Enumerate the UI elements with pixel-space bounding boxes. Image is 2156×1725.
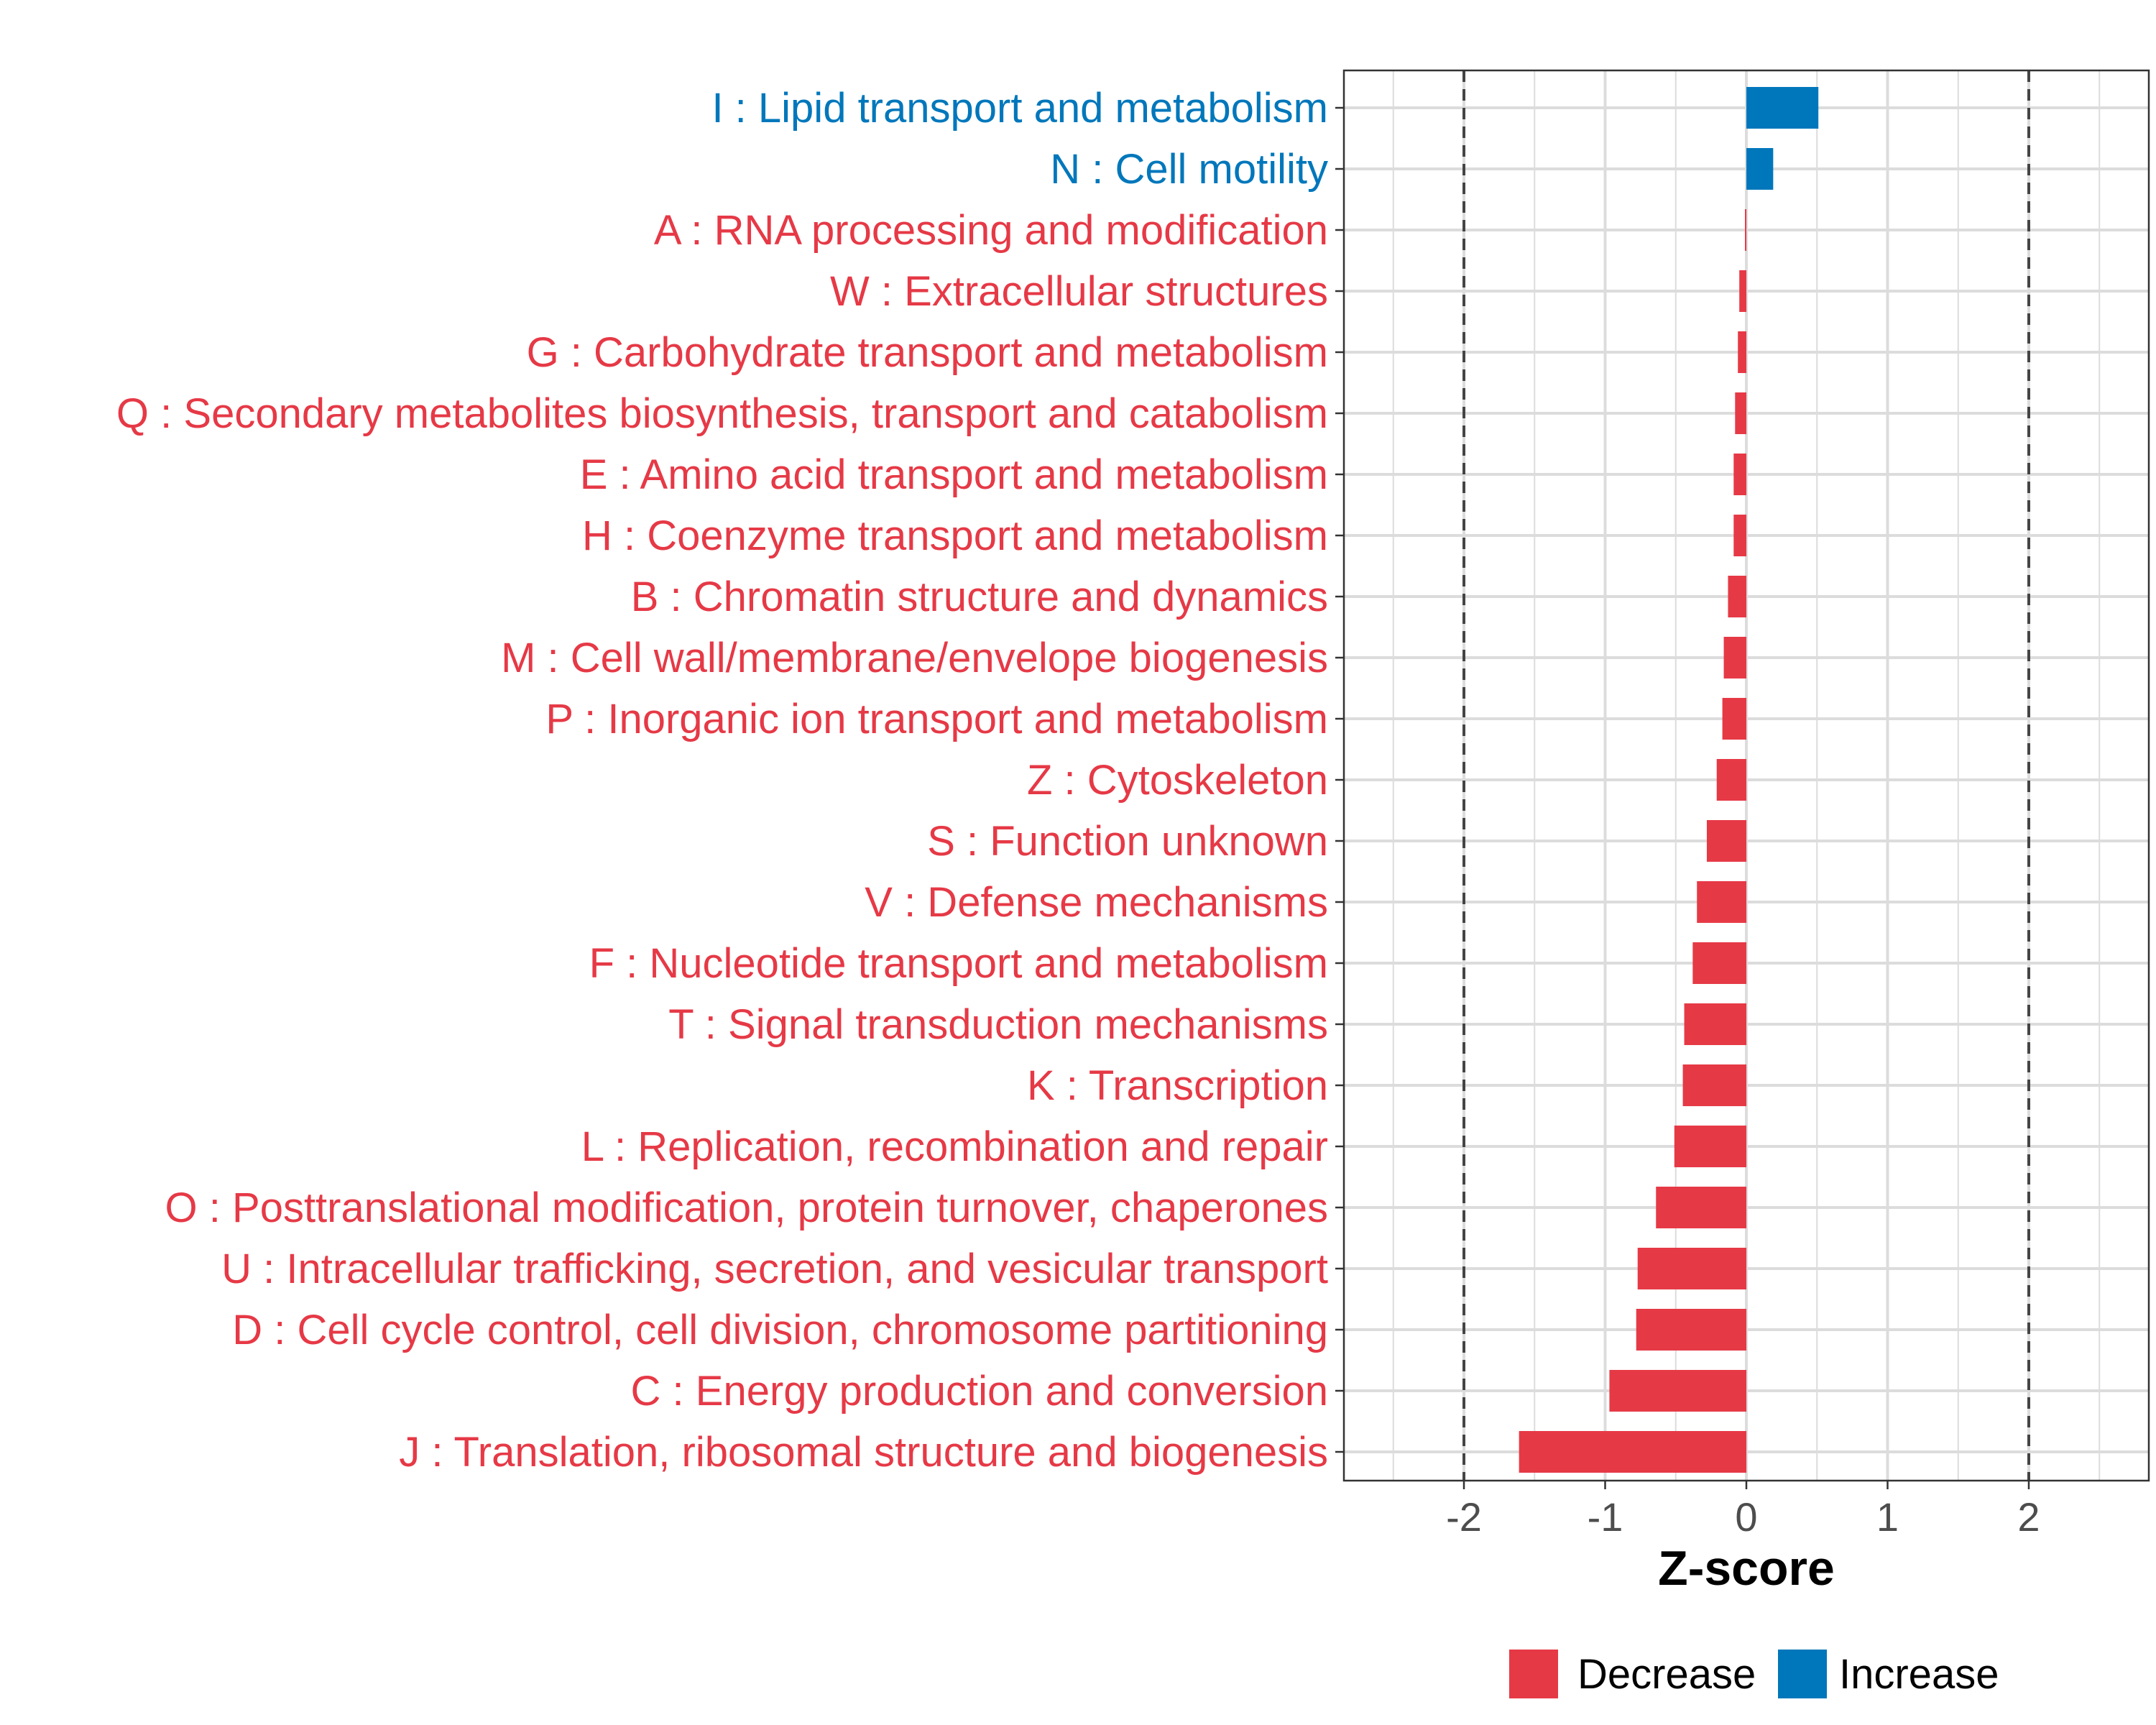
bar: [1519, 1431, 1746, 1473]
legend: Decrease Increase: [1509, 1650, 1999, 1698]
legend-key-increase: [1778, 1650, 1827, 1698]
bar: [1674, 1126, 1746, 1167]
legend-label-increase: Increase: [1839, 1651, 1999, 1698]
category-label: L : Replication, recombination and repai…: [581, 1123, 1328, 1170]
bar: [1637, 1248, 1746, 1289]
x-axis: -2 -1 0 1 2: [1446, 1481, 2040, 1540]
bar: [1636, 1309, 1746, 1351]
category-label: U : Intracellular trafficking, secretion…: [221, 1246, 1328, 1292]
x-tick-label: 2: [2017, 1494, 2040, 1540]
category-label: A : RNA processing and modification: [654, 207, 1328, 254]
category-label: K : Transcription: [1027, 1062, 1328, 1109]
category-label: F : Nucleotide transport and metabolism: [589, 940, 1328, 987]
bar: [1728, 576, 1746, 617]
category-label: W : Extracellular structures: [830, 268, 1328, 315]
category-label: P : Inorganic ion transport and metaboli…: [545, 696, 1328, 742]
x-tick-label: -1: [1588, 1494, 1623, 1540]
bar: [1746, 87, 1819, 129]
bar: [1692, 942, 1746, 984]
reference-lines: [1462, 70, 2030, 1481]
category-label: G : Carbohydrate transport and metabolis…: [527, 329, 1328, 376]
bar: [1609, 1370, 1746, 1412]
category-label: C : Energy production and conversion: [631, 1368, 1328, 1414]
legend-label-decrease: Decrease: [1577, 1651, 1756, 1698]
bar: [1722, 698, 1746, 740]
category-label: H : Coenzyme transport and metabolism: [582, 512, 1328, 559]
category-label: I : Lipid transport and metabolism: [711, 85, 1328, 132]
bar: [1723, 637, 1746, 678]
category-label: T : Signal transduction mechanisms: [668, 1001, 1328, 1048]
bar: [1745, 209, 1746, 251]
category-label: Z : Cytoskeleton: [1027, 757, 1328, 804]
category-label: O : Posttranslational modification, prot…: [165, 1184, 1328, 1231]
category-label: E : Amino acid transport and metabolism: [580, 451, 1328, 498]
legend-key-decrease: [1509, 1650, 1558, 1698]
bar: [1697, 881, 1746, 923]
bar: [1682, 1064, 1746, 1106]
bar: [1656, 1187, 1746, 1228]
x-tick-label: 0: [1735, 1494, 1757, 1540]
category-label: V : Defense mechanisms: [865, 879, 1328, 926]
bar: [1735, 392, 1746, 434]
bar: [1706, 820, 1746, 862]
bar: [1746, 148, 1774, 190]
bar: [1739, 270, 1746, 312]
category-label: J : Translation, ribosomal structure and…: [399, 1429, 1328, 1476]
bar: [1733, 515, 1746, 556]
bar: [1738, 331, 1746, 373]
y-axis: I : Lipid transport and metabolism N : Ce…: [116, 85, 1344, 1476]
category-label: S : Function unknown: [927, 818, 1328, 865]
bar-layer: [1519, 87, 1819, 1473]
category-label: B : Chromatin structure and dynamics: [631, 574, 1328, 620]
x-tick-label: 1: [1876, 1494, 1899, 1540]
category-label: Q : Secondary metabolites biosynthesis, …: [116, 390, 1328, 437]
x-tick-label: -2: [1446, 1494, 1482, 1540]
category-label: D : Cell cycle control, cell division, c…: [232, 1307, 1328, 1353]
category-label: N : Cell motility: [1050, 146, 1328, 193]
bar: [1716, 759, 1746, 801]
bar: [1684, 1003, 1746, 1045]
x-axis-title: Z-score: [1658, 1541, 1835, 1596]
bar: [1733, 454, 1746, 495]
category-label: M : Cell wall/membrane/envelope biogenes…: [501, 635, 1328, 681]
